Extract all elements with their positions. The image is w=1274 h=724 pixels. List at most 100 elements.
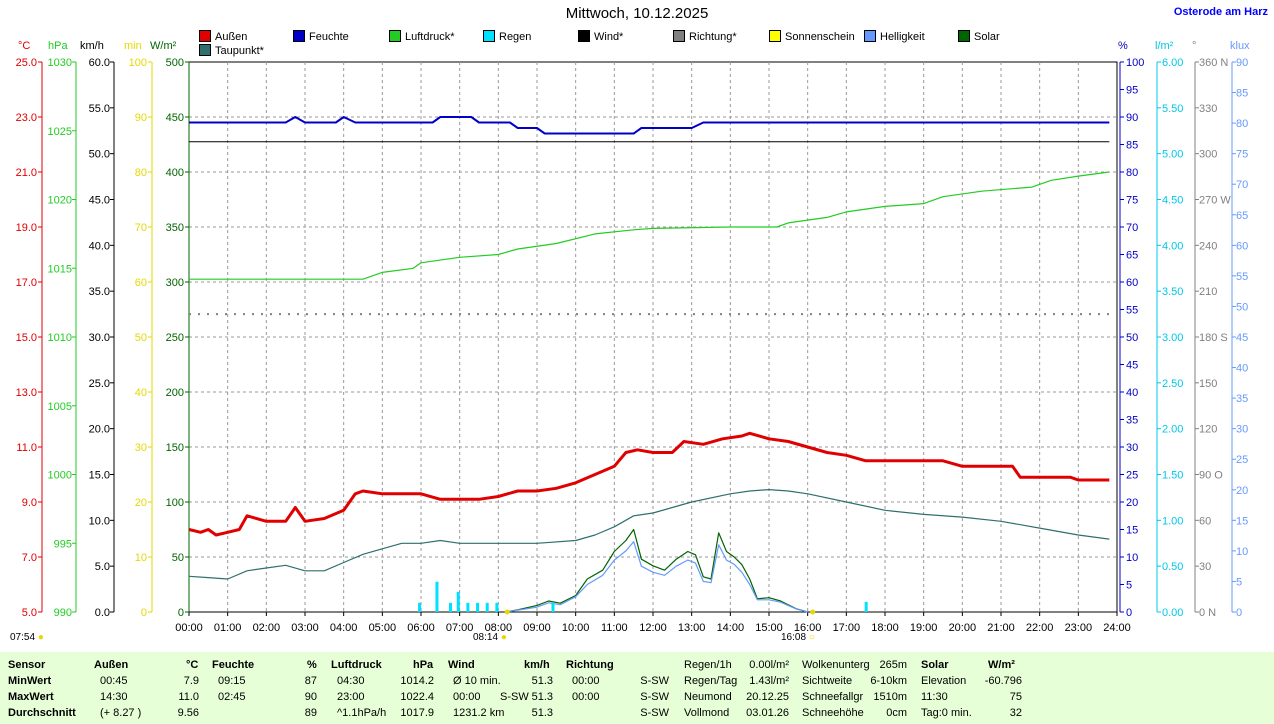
series-taupunkt [188,489,1110,580]
axis-label-percent: 75 [1126,195,1138,207]
stat-aussen-value: 11.0 [178,691,199,703]
stat-aussen-value: 7.9 [183,675,199,687]
series-solar [505,528,808,613]
axis-label-wm2: 300 [166,277,184,289]
axis-label-deg: 360 N [1199,57,1228,69]
x-tick-label: 02:00 [253,622,281,634]
axis-label-percent: 90 [1126,112,1138,124]
axis-label-temp: 23.0 [16,112,37,124]
legend-item: Luftdruck* [389,30,455,43]
hdr-wind: Wind [448,659,475,671]
sunrise-label: 07:54 ● [10,632,44,643]
x-tick-label: 05:00 [369,622,397,634]
stat-feuchte-time: 02:45 [218,691,246,703]
axis-label-lm2: 1.00 [1162,515,1183,527]
rain-bar [551,602,555,612]
axis-label-deg: 60 [1199,515,1211,527]
unit-percent: % [1118,40,1128,52]
axis-label-wm2: 500 [166,57,184,69]
axis-label-lm2: 0.50 [1162,561,1183,573]
legend-item: Sonnenschein [769,30,855,43]
legend-item: Taupunkt* [199,44,264,57]
stat-richtung-value: S-SW [640,707,669,719]
legend-label: Richtung* [689,31,737,43]
legend-label: Außen [215,31,248,43]
weather-chart: 00:00 01:00 02:00 03:00 04:00 05:00 06:00 07:00… [16,57,1249,634]
axis-label-percent: 80 [1126,167,1138,179]
info-solar-key: Elevation [921,675,967,687]
axis-label-hpa: 1025 [48,126,72,138]
axis-label-lm2: 3.50 [1162,286,1183,298]
stat-feuchte-value: 87 [304,675,317,687]
rain-bar [466,602,470,612]
axis-label-klux: 80 [1236,118,1248,130]
axis-label-hpa: 1015 [48,263,72,275]
axis-label-deg: 90 O [1199,470,1223,482]
stat-luftdruck-value: 1017.9 [400,707,434,719]
axis-label-temp: 7.0 [22,552,37,564]
axis-label-kmh: 45.0 [89,195,110,207]
axis-label-klux: 45 [1236,332,1248,344]
stat-row-label: MaxWert [8,691,54,703]
axis-label-klux: 70 [1236,179,1248,191]
x-tick-label: 24:00 [1103,622,1131,634]
axis-label-lm2: 2.00 [1162,424,1183,436]
info-rain-moon-value: 0.00l/m² [749,659,789,671]
axis-label-deg: 270 W [1199,195,1231,207]
stat-wind-value: 51.3 [531,675,553,687]
hdr-solar-unit: W/m² [988,659,1015,671]
axis-label-hpa: 1030 [48,57,72,69]
axis-label-temp: 15.0 [16,332,37,344]
axis-label-temp: 21.0 [16,167,37,179]
legend-swatch [864,30,876,42]
sun-marker [504,609,510,615]
hdr-solar: Solar [921,659,949,671]
stat-wind-time: 00:00 [453,691,481,703]
axis-label-klux: 40 [1236,363,1248,375]
axis-label-hpa: 995 [54,538,72,550]
axis-label-percent: 5 [1126,580,1132,592]
axis-label-wm2: 150 [166,442,184,454]
axis-label-percent: 30 [1126,442,1138,454]
axis-label-lm2: 4.00 [1162,240,1183,252]
axis-label-kmh: 30.0 [89,332,110,344]
axis-label-klux: 0 [1236,607,1242,619]
chart-title: Mittwoch, 10.12.2025 [565,5,709,22]
legend-swatch [483,30,495,42]
legend: Außen Feuchte Luftdruck* Regen Wind* Richtung… [0,30,1274,60]
sun-time-label: 08:14 ● [473,632,507,643]
axis-label-hpa: 1000 [48,470,72,482]
hdr-feuchte: Feuchte [212,659,255,671]
axis-label-temp: 17.0 [16,277,37,289]
unit-temp: °C [18,40,31,52]
axis-label-percent: 85 [1126,140,1138,152]
axis-label-klux: 75 [1236,149,1248,161]
series-luftdruck [189,171,1110,280]
axis-label-percent: 45 [1126,360,1138,372]
rain-bar [476,602,480,612]
axis-label-min: 100 [129,57,147,69]
axis-label-kmh: 55.0 [89,103,110,115]
info-rain-moon-key: Regen/Tag [684,675,738,687]
legend-swatch [578,30,590,42]
axis-label-percent: 20 [1126,497,1138,509]
axis-label-kmh: 50.0 [89,149,110,161]
hdr-aussen: Außen [94,659,129,671]
axis-label-klux: 85 [1236,88,1248,100]
legend-label: Helligkeit [880,31,925,43]
axis-label-wm2: 450 [166,112,184,124]
unit-kmh: km/h [80,40,104,52]
axis-label-min: 70 [135,222,147,234]
rain-bar [495,602,499,612]
axis-label-min: 90 [135,112,147,124]
stat-aussen-time: (+ 8.27 ) [100,707,142,719]
x-tick-label: 19:00 [910,622,938,634]
axis-label-wm2: 0 [178,607,184,619]
axis-label-deg: 30 [1199,561,1211,573]
axis-label-lm2: 1.50 [1162,470,1183,482]
hdr-aussen-unit: °C [186,659,199,671]
unit-wm2: W/m² [150,40,177,52]
axis-label-kmh: 25.0 [89,378,110,390]
axis-label-wm2: 250 [166,332,184,344]
x-tick-label: 03:00 [291,622,319,634]
